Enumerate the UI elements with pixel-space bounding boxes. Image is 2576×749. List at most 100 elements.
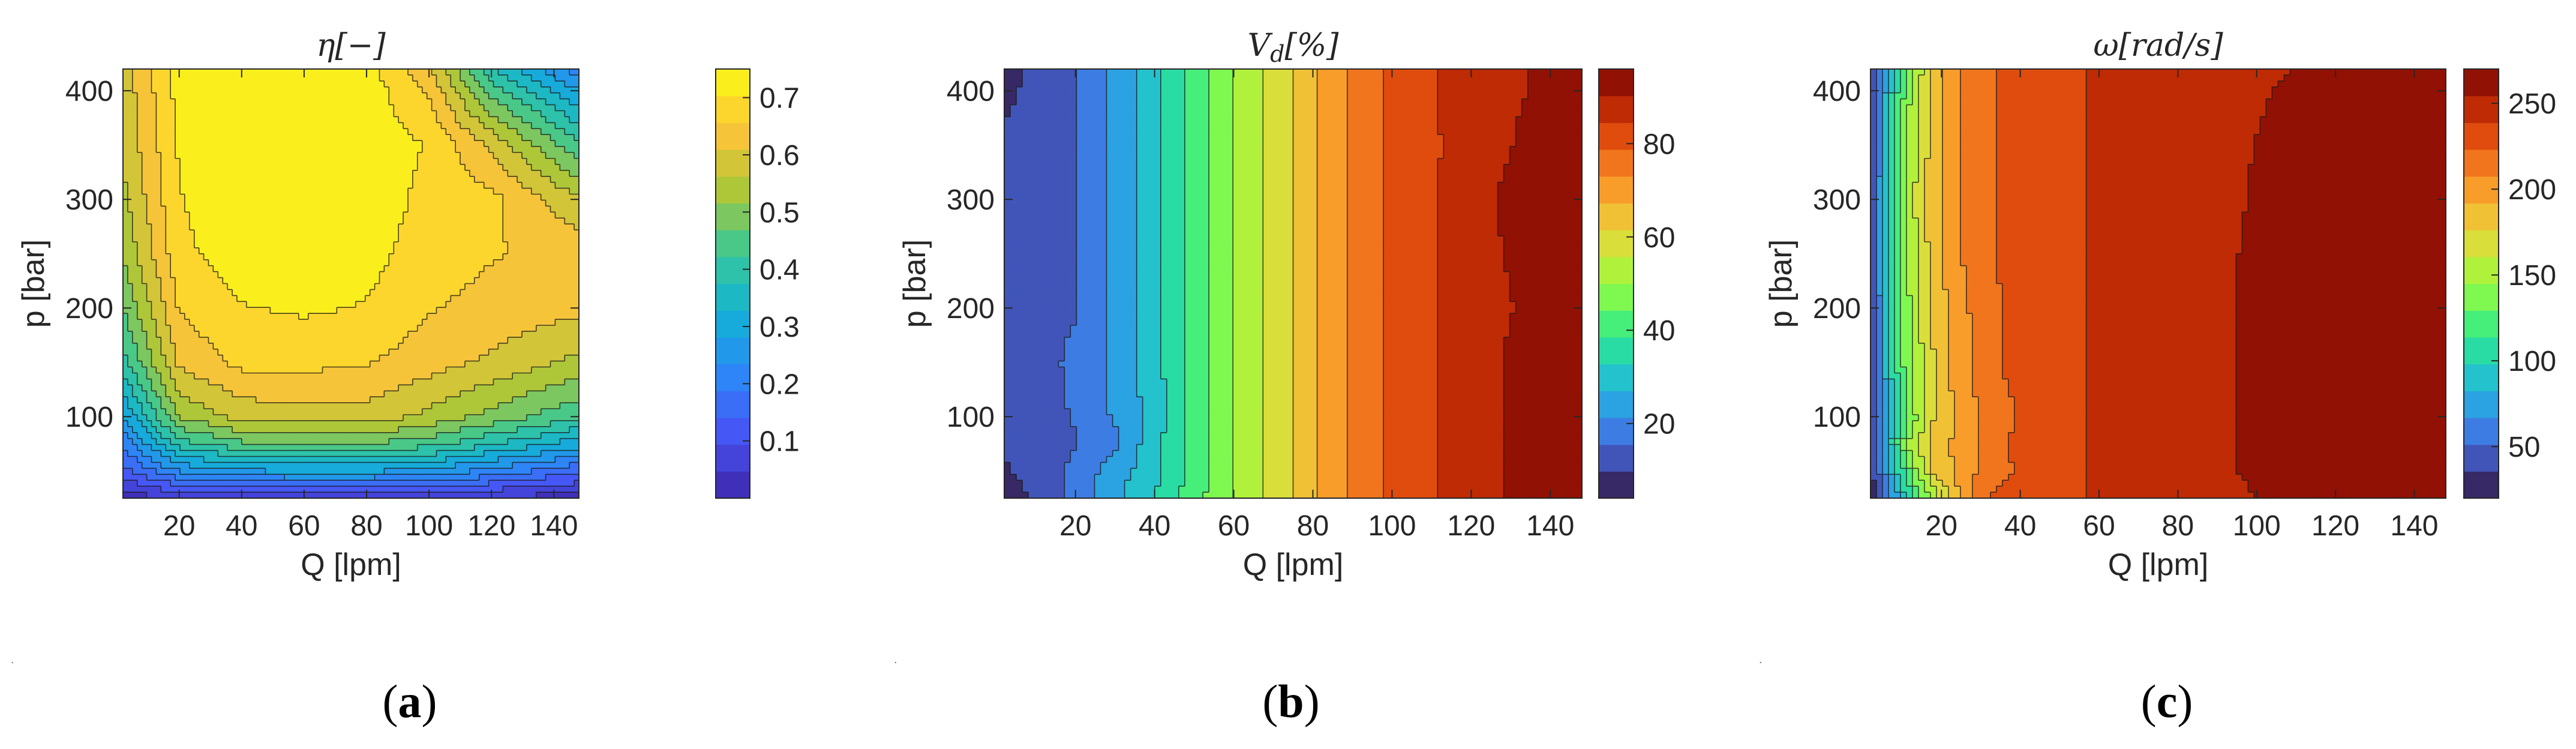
contour-cell [394, 367, 399, 374]
contour-cell [132, 116, 138, 123]
contour-cell [351, 80, 356, 88]
contour-cell [232, 349, 238, 356]
contour-cell [517, 86, 523, 94]
contour-cell [275, 158, 280, 165]
contour-cell [403, 236, 409, 242]
contour-cell [227, 313, 233, 320]
contour-cell [374, 367, 380, 374]
contour-cell [256, 104, 262, 112]
contour-cell [161, 277, 166, 284]
contour-cell [389, 128, 394, 135]
contour-cell [280, 74, 285, 82]
contour-cell [384, 212, 389, 218]
contour-cell [355, 152, 361, 159]
contour-cell [541, 301, 547, 308]
contour-cell [241, 355, 247, 362]
contour-cell [484, 277, 490, 284]
contour-cell [189, 265, 195, 272]
contour-cell [208, 98, 214, 106]
contour-cell [146, 140, 152, 147]
contour-cell [451, 289, 456, 296]
contour-cell [327, 349, 332, 356]
contour-cell [303, 176, 309, 183]
contour-cell [455, 355, 461, 362]
contour-cell [541, 122, 547, 129]
contour-cell [260, 241, 266, 248]
contour-cell [493, 277, 499, 284]
contour-cell [237, 319, 242, 326]
contour-cell [346, 241, 352, 248]
contour-cell [460, 373, 466, 379]
contour-cell [427, 182, 433, 189]
contour-cell [332, 337, 337, 344]
contour-cell [142, 116, 148, 123]
contour-cell [503, 218, 508, 224]
contour-cell [512, 158, 518, 165]
contour-cell [127, 200, 133, 206]
contour-cell [175, 224, 181, 230]
contour-cell [412, 361, 418, 368]
contour-cell [313, 74, 319, 82]
contour-cell [574, 218, 580, 224]
contour-cell [151, 80, 157, 88]
contour-cell [213, 128, 218, 135]
contour-cell [503, 277, 508, 284]
contour-cell [550, 122, 556, 129]
contour-cell [223, 212, 228, 218]
contour-cell [260, 80, 266, 88]
contour-cell [170, 230, 176, 236]
contour-cell [175, 200, 181, 206]
contour-cell [451, 140, 456, 147]
contour-cell [398, 164, 404, 171]
contour-cell [460, 182, 466, 189]
contour-cell [394, 355, 399, 362]
contour-cell [460, 194, 466, 201]
contour-cell [132, 295, 138, 302]
contour-cell [469, 218, 475, 224]
contour-cell [132, 104, 138, 112]
contour-cell [550, 128, 556, 135]
contour-cell [223, 325, 228, 332]
contour-cell [341, 104, 347, 112]
contour-cell [161, 170, 166, 177]
contour-cell [446, 92, 451, 100]
contour-cell [132, 236, 138, 242]
contour-cell [351, 69, 356, 76]
contour-cell [389, 331, 394, 338]
contour-cell [365, 361, 371, 368]
contour-cell [569, 116, 575, 123]
contour-cell [384, 337, 389, 344]
contour-cell [303, 146, 309, 153]
contour-cell [569, 194, 575, 201]
contour-cell [574, 164, 580, 171]
contour-cell [322, 194, 328, 201]
contour-cell [394, 200, 399, 206]
contour-cell [422, 176, 428, 183]
contour-cell [550, 283, 556, 290]
contour-cell [493, 152, 499, 159]
contour-cell [298, 86, 304, 94]
contour-cell [289, 164, 295, 171]
contour-cell [142, 104, 148, 112]
contour-cell [374, 176, 380, 183]
contour-cell [550, 80, 556, 88]
contour-cell [555, 230, 560, 236]
contour-cell [284, 74, 290, 82]
contour-cell [374, 301, 380, 308]
contour-cell [441, 92, 446, 100]
contour-cell [132, 331, 138, 338]
contour-cell [341, 116, 347, 123]
contour-cell [156, 152, 161, 159]
contour-cell [137, 319, 143, 326]
contour-cell [565, 128, 570, 135]
contour-cell [455, 122, 461, 129]
contour-cell [289, 122, 295, 129]
contour-cell [545, 98, 551, 106]
contour-cell [246, 259, 252, 266]
contour-cell [241, 134, 247, 141]
contour-cell [232, 283, 238, 290]
contour-cell [194, 295, 200, 302]
contour-cell [569, 295, 575, 302]
contour-cell [412, 212, 418, 218]
contour-cell [303, 200, 309, 206]
